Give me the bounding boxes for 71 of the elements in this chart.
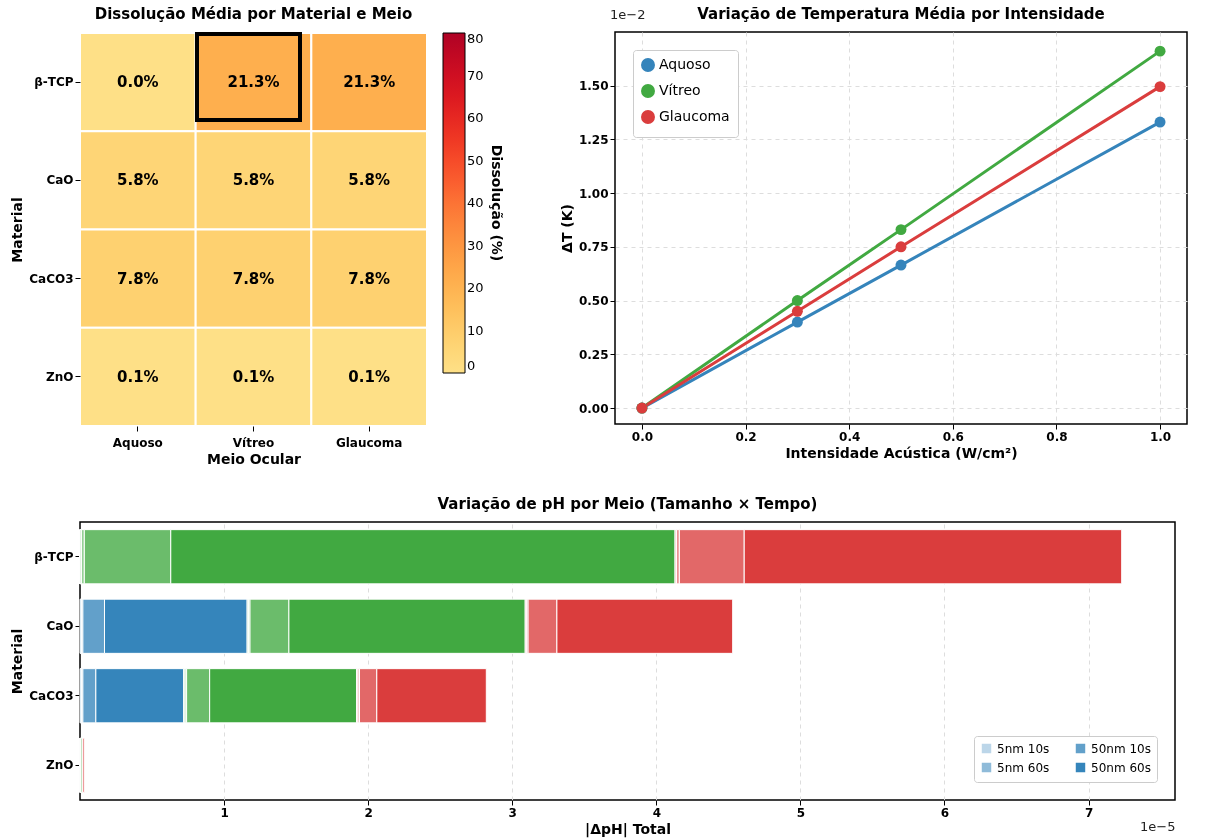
y-tick-label: CaO [46, 173, 74, 188]
y-tick-label: 1.50 [578, 79, 609, 94]
chart-title: Dissolução Média por Material e Meio [94, 5, 413, 23]
y-tick-label: ZnO [46, 758, 74, 773]
legend-label: 5nm 10s [997, 741, 1050, 756]
x-tick-label: 2 [364, 805, 373, 820]
data-label: 7.8% [348, 269, 390, 288]
y-tick-label: β-TCP [34, 549, 74, 564]
x-axis-title: Intensidade Acústica (W/cm²) [785, 444, 1018, 461]
x-tick-label: 0.0 [631, 429, 654, 444]
y-tick-label: 0.00 [578, 401, 609, 416]
x-tick-label: 0.4 [839, 429, 861, 444]
legend-label: Aquoso [659, 56, 711, 72]
y-tick-label: 0.75 [578, 240, 609, 255]
x-tick-label: Vítreo [232, 435, 275, 450]
legend-label: 50nm 60s [1091, 760, 1151, 775]
legend-label: 50nm 10s [1091, 741, 1151, 756]
data-label: 7.8% [117, 269, 159, 288]
color-bar-label: 0 [467, 358, 476, 373]
color-bar-label: 20 [467, 280, 484, 295]
legend-label: 5nm 60s [997, 760, 1050, 775]
y-tick-label: ZnO [46, 369, 74, 384]
data-label: 21.3% [343, 73, 396, 92]
data-label: 0.0% [117, 73, 159, 92]
y-tick-label: CaCO3 [29, 271, 74, 286]
color-bar-label: 10 [467, 322, 484, 338]
x-tick-label: Glaucoma [335, 435, 403, 450]
x-tick-label: 5 [796, 805, 806, 820]
data-label: 21.3% [227, 73, 280, 92]
data-label: 0.1% [117, 367, 159, 386]
data-label: 7.8% [232, 269, 275, 288]
x-axis-title: Meio Ocular [206, 450, 302, 467]
color-bar-label: 30 [467, 237, 484, 253]
y-tick-label: 1.00 [578, 186, 609, 201]
color-bar-label: 70 [467, 67, 484, 83]
legend-label: Vítreo [659, 82, 701, 98]
x-tick-label: 0.2 [735, 429, 757, 444]
x-tick-label: 7 [1084, 805, 1094, 820]
color-bar-label: 40 [467, 195, 484, 210]
y-axis-title: ΔT (K) [558, 204, 575, 253]
data-label: 0.1% [232, 367, 275, 386]
legend-label: Glaucoma [659, 108, 730, 124]
x-tick-label: 0.6 [942, 429, 964, 444]
x-tick-label: 1 [220, 805, 229, 820]
x-tick-label: 3 [508, 805, 517, 820]
data-label: 5.8% [348, 171, 390, 190]
y-tick-label: β-TCP [34, 75, 74, 90]
data-label: 5.8% [232, 171, 275, 190]
color-bar-label: 60 [467, 110, 484, 125]
color-bar-label: 50 [467, 152, 484, 168]
x-axis-title: |ΔpH| Total [585, 820, 671, 838]
x-tick-label: Aquoso [112, 435, 163, 450]
y-axis-title: Material [9, 197, 26, 263]
y-tick-label: 0.50 [578, 294, 609, 309]
x-tick-label: 1.0 [1149, 429, 1172, 444]
y-tick-label: 0.25 [578, 347, 609, 362]
data-label: 0.1% [348, 367, 390, 386]
x-tick-label: 0.8 [1046, 429, 1068, 444]
y-axis-title: Material [9, 628, 26, 695]
data-label: 5.8% [117, 171, 159, 190]
chart-title: Variação de pH por Meio (Tamanho × Tempo) [437, 495, 818, 513]
color-bar-title: Dissolução (%) [489, 144, 505, 262]
color-bar-label: 80 [467, 31, 484, 46]
chart-title: Variação de Temperatura Média por Intensidade [697, 5, 1105, 23]
y-tick-label: CaCO3 [29, 688, 74, 703]
text: 1e−5 [1140, 819, 1176, 834]
x-tick-label: 4 [652, 805, 661, 820]
y-tick-label: CaO [46, 619, 74, 634]
x-tick-label: 6 [940, 805, 950, 820]
text: 1e−2 [610, 7, 646, 22]
y-tick-label: 1.25 [578, 132, 609, 147]
